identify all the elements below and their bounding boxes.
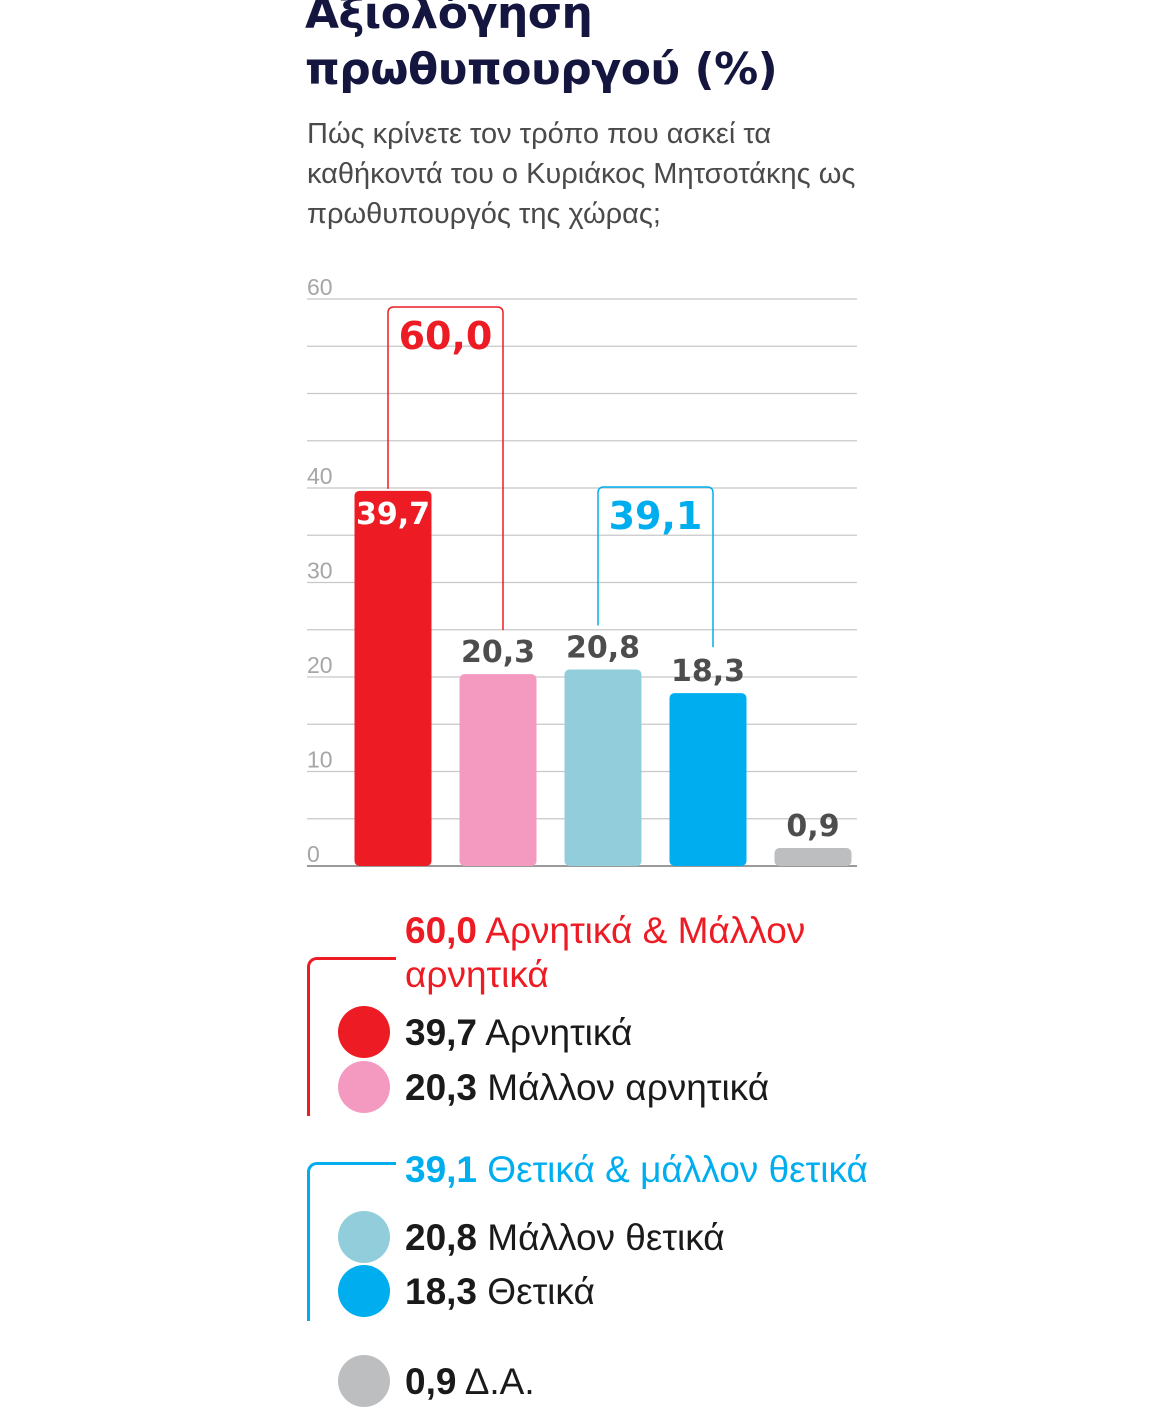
bar-value-label: 18,3 xyxy=(671,654,745,689)
y-tick-label: 60 xyxy=(307,274,333,300)
legend-group-negative-label-1: Αρνητικά & Μάλλον xyxy=(485,910,806,951)
legend-item-no-answer-value: 0,9 xyxy=(405,1361,457,1402)
legend-item-no-answer-label: Δ.Α. xyxy=(464,1361,535,1402)
group-bracket xyxy=(597,486,714,648)
y-tick-label: 20 xyxy=(307,652,333,678)
legend-item-positive-value: 18,3 xyxy=(405,1271,478,1312)
legend-item-rather-negative: 20,3 Μάλλον αρνητικά xyxy=(405,1066,769,1110)
legend-bracket-positive xyxy=(307,1162,396,1321)
legend-swatch-no-answer xyxy=(338,1355,390,1407)
bar-value-label: 20,8 xyxy=(566,630,640,665)
legend-group-negative-label-2: αρνητικά xyxy=(405,954,549,995)
bar-value-label: 20,3 xyxy=(461,635,535,670)
legend-group-negative-line2: αρνητικά xyxy=(405,953,549,997)
y-tick-label: 10 xyxy=(307,747,333,773)
legend-item-positive: 18,3 Θετικά xyxy=(405,1270,595,1314)
legend-item-rather-negative-value: 20,3 xyxy=(405,1067,478,1108)
legend-item-positive-label: Θετικά xyxy=(487,1271,595,1312)
legend-group-positive-value: 39,1 xyxy=(405,1149,478,1190)
bar-value-label: 0,9 xyxy=(786,809,839,844)
legend-item-rather-positive: 20,8 Μάλλον θετικά xyxy=(405,1216,725,1260)
title-line-2: πρωθυπουργού (%) xyxy=(305,44,778,95)
group-total-label: 60,0 xyxy=(399,314,493,358)
bar-2 xyxy=(459,674,537,866)
legend-group-positive: 39,1 Θετικά & μάλλον θετικά xyxy=(405,1148,868,1192)
bar-chart: 0 10 20 30 40 60 39,7 20,3 20,8 18,3 0,9 60,0 39,1 xyxy=(307,274,857,867)
legend-group-negative: 60,0 Αρνητικά & Μάλλον xyxy=(405,909,805,953)
y-tick-label: 0 xyxy=(307,841,320,867)
y-tick-label: 30 xyxy=(307,558,333,584)
legend-item-negative-label: Αρνητικά xyxy=(485,1012,633,1053)
legend-item-rather-positive-label: Μάλλον θετικά xyxy=(487,1217,725,1258)
legend-swatch-rather-negative xyxy=(338,1061,390,1113)
legend-swatch-positive xyxy=(338,1265,390,1317)
y-tick-label: 40 xyxy=(307,463,333,489)
bar-4 xyxy=(669,693,747,866)
legend-item-rather-negative-label: Μάλλον αρνητικά xyxy=(487,1067,770,1108)
chart-title: Αξιολόγηση πρωθυπουργού (%) xyxy=(305,0,778,98)
bar-1 xyxy=(354,490,432,866)
legend-group-positive-label: Θετικά & μάλλον θετικά xyxy=(487,1149,868,1190)
title-line-1: Αξιολόγηση xyxy=(305,0,593,39)
bar-value-label: 39,7 xyxy=(356,497,430,532)
bar-5 xyxy=(774,848,852,866)
legend-item-rather-positive-value: 20,8 xyxy=(405,1217,478,1258)
group-total-label: 39,1 xyxy=(609,494,703,538)
legend-bracket-negative xyxy=(307,957,396,1116)
legend-swatch-negative xyxy=(338,1006,390,1058)
bar-3 xyxy=(564,669,642,866)
legend-swatch-rather-positive xyxy=(338,1211,390,1263)
legend-item-no-answer: 0,9 Δ.Α. xyxy=(405,1360,535,1404)
legend-item-negative-value: 39,7 xyxy=(405,1012,478,1053)
chart-subtitle: Πώς κρίνετε τον τρόπο που ασκεί τα καθήκ… xyxy=(307,118,856,230)
legend-item-negative: 39,7 Αρνητικά xyxy=(405,1011,632,1055)
legend-group-negative-value: 60,0 xyxy=(405,910,478,951)
group-bracket xyxy=(387,306,504,631)
